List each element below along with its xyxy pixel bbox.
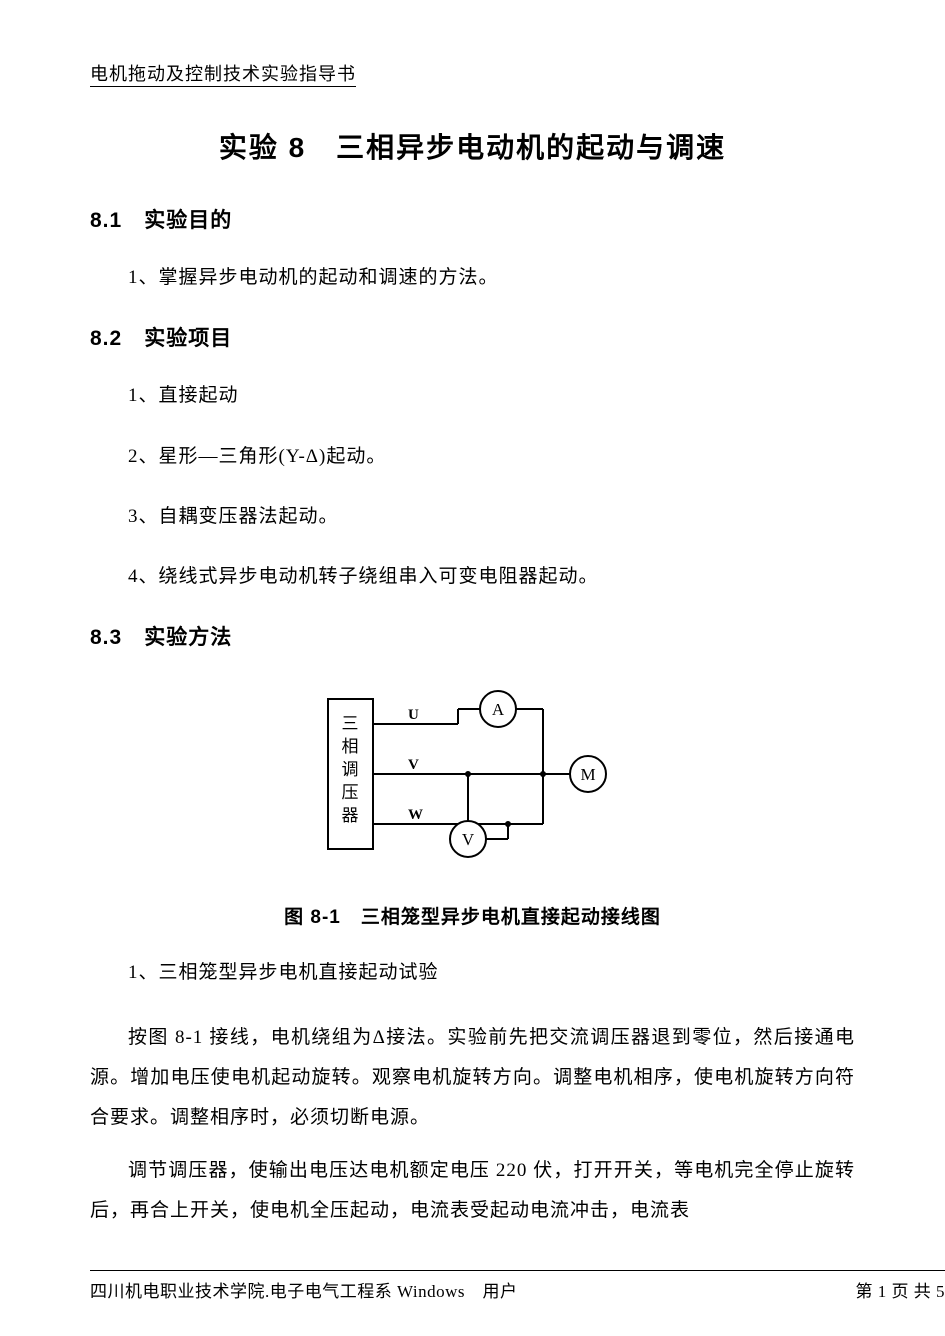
section-8-2-item-4: 4、绕线式异步电动机转子绕组串入可变电阻器起动。 xyxy=(90,561,855,593)
section-8-2-item-1: 1、直接起动 xyxy=(90,380,855,412)
svg-text:V: V xyxy=(408,757,419,773)
svg-text:压: 压 xyxy=(341,783,358,802)
running-header: 电机拖动及控制技术实验指导书 xyxy=(90,60,855,86)
document-title: 实验 8 三相异步电动机的起动与调速 xyxy=(90,126,855,166)
figure-8-1: 三 相 调 压 器 U A V M W V 图 8-1 三 xyxy=(90,679,855,929)
method-subheading: 1、三相笼型异步电机直接起动试验 xyxy=(90,957,855,989)
section-8-1-heading: 8.1 实验目的 xyxy=(90,204,855,234)
footer-institution: 四川机电职业技术学院.电子电气工程系 Windows 用户 xyxy=(90,1277,517,1302)
page-footer: 四川机电职业技术学院.电子电气工程系 Windows 用户 第 1 页 共 5 xyxy=(90,1270,945,1302)
svg-text:W: W xyxy=(408,807,423,823)
svg-text:三: 三 xyxy=(341,714,358,733)
section-8-2-item-2: 2、星形—三角形(Y-Δ)起动。 xyxy=(90,441,855,473)
section-8-2-item-3: 3、自耦变压器法起动。 xyxy=(90,501,855,533)
svg-text:U: U xyxy=(408,707,419,723)
section-8-2-heading: 8.2 实验项目 xyxy=(90,322,855,352)
method-para-2: 调节调压器，使输出电压达电机额定电压 220 伏，打开开关，等电机完全停止旋转后… xyxy=(90,1151,855,1231)
svg-text:M: M xyxy=(580,765,595,784)
circuit-diagram-icon: 三 相 调 压 器 U A V M W V xyxy=(308,679,638,869)
svg-text:器: 器 xyxy=(341,806,358,825)
section-8-1-item-1: 1、掌握异步电动机的起动和调速的方法。 xyxy=(90,262,855,294)
svg-text:V: V xyxy=(461,830,474,849)
footer-page-number: 第 1 页 共 5 xyxy=(856,1277,945,1302)
svg-text:调: 调 xyxy=(341,760,358,779)
section-8-3-heading: 8.3 实验方法 xyxy=(90,621,855,651)
figure-8-1-caption: 图 8-1 三相笼型异步电机直接起动接线图 xyxy=(90,902,855,929)
method-para-1: 按图 8-1 接线，电机绕组为Δ接法。实验前先把交流调压器退到零位，然后接通电源… xyxy=(90,1018,855,1138)
svg-text:相: 相 xyxy=(341,737,358,756)
svg-text:A: A xyxy=(491,700,504,719)
